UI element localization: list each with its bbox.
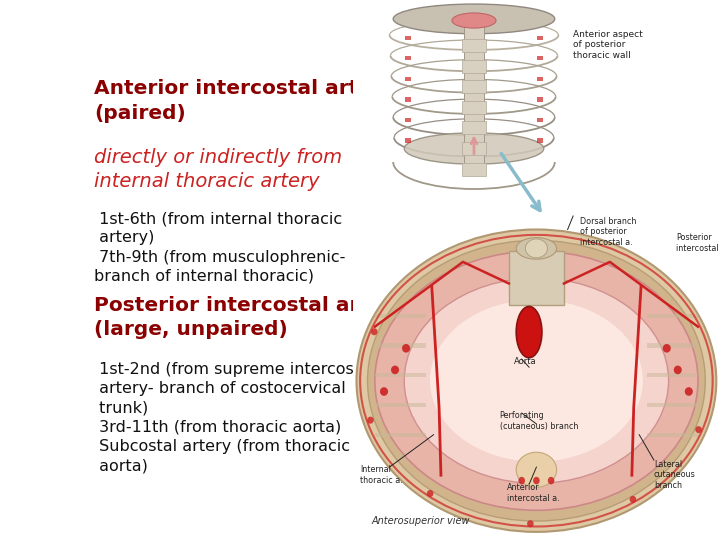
Ellipse shape	[404, 133, 544, 164]
Bar	[647, 403, 698, 407]
Text: Anterosuperior view: Anterosuperior view	[372, 516, 469, 526]
Text: Anterior
intercostal a.: Anterior intercostal a.	[507, 483, 559, 503]
Ellipse shape	[404, 278, 669, 483]
Bar	[405, 36, 411, 40]
Ellipse shape	[518, 477, 525, 484]
Text: Aorta: Aorta	[514, 357, 537, 367]
Ellipse shape	[430, 300, 643, 462]
Text: Dorsal branch
of posterior
intercostal a.: Dorsal branch of posterior intercostal a…	[580, 217, 636, 247]
Bar	[405, 97, 411, 102]
Ellipse shape	[367, 417, 374, 424]
Ellipse shape	[427, 490, 433, 497]
Text: 1st-2nd (from supreme intercostal
 artery- branch of costocervical
 trunk)
 3rd-: 1st-2nd (from supreme intercostal artery…	[94, 362, 375, 473]
Bar	[462, 80, 486, 93]
Bar	[375, 433, 426, 437]
Bar	[405, 56, 411, 60]
Text: Internal
thoracic a.: Internal thoracic a.	[360, 465, 403, 485]
Bar	[647, 433, 698, 437]
Bar	[405, 118, 411, 122]
Bar	[462, 101, 486, 114]
Bar	[537, 36, 543, 40]
Text: Posterior intercostal arteries
(large, unpaired): Posterior intercostal arteries (large, u…	[94, 295, 426, 339]
Bar	[462, 163, 486, 176]
Ellipse shape	[393, 4, 554, 33]
Text: Posterior
intercostal a.: Posterior intercostal a.	[676, 233, 720, 253]
Ellipse shape	[696, 426, 702, 433]
Bar	[537, 56, 543, 60]
Bar	[405, 77, 411, 81]
Text: Perforating
(cutaneous) branch: Perforating (cutaneous) branch	[500, 411, 578, 431]
Bar	[405, 138, 411, 143]
Bar	[462, 60, 486, 73]
Bar	[537, 118, 543, 122]
Ellipse shape	[533, 477, 540, 484]
Text: 1st-6th (from internal thoracic
 artery)
 7th-9th (from musculophrenic-
branch o: 1st-6th (from internal thoracic artery) …	[94, 211, 346, 284]
Bar	[375, 373, 426, 377]
Bar	[537, 77, 543, 81]
Bar	[647, 373, 698, 377]
Text: Anterior aspect
of posterior
thoracic wall: Anterior aspect of posterior thoracic wa…	[573, 30, 643, 59]
Bar	[462, 142, 486, 155]
Bar	[647, 343, 698, 348]
Bar	[375, 403, 426, 407]
Bar	[462, 39, 486, 52]
Ellipse shape	[674, 366, 682, 374]
Ellipse shape	[685, 387, 693, 396]
Bar	[537, 138, 543, 143]
Ellipse shape	[371, 328, 377, 335]
Bar	[462, 122, 486, 134]
Ellipse shape	[367, 240, 706, 521]
Ellipse shape	[380, 387, 388, 396]
Bar	[375, 343, 426, 348]
Bar	[509, 251, 564, 305]
Ellipse shape	[527, 520, 534, 527]
Bar	[375, 314, 426, 318]
Ellipse shape	[516, 453, 557, 488]
Ellipse shape	[391, 366, 399, 374]
Text: directly or indirectly from
internal thoracic artery: directly or indirectly from internal tho…	[94, 148, 343, 191]
Bar	[647, 314, 698, 318]
Ellipse shape	[375, 251, 698, 510]
Bar	[464, 24, 485, 173]
Ellipse shape	[402, 344, 410, 353]
Ellipse shape	[516, 306, 542, 357]
Text: Lateral
cutaneous
branch: Lateral cutaneous branch	[654, 460, 696, 490]
Bar	[537, 97, 543, 102]
Ellipse shape	[526, 239, 547, 258]
Ellipse shape	[356, 230, 716, 532]
Ellipse shape	[548, 477, 554, 484]
Text: Anterior intercostal arteries
(paired): Anterior intercostal arteries (paired)	[94, 79, 415, 123]
Ellipse shape	[629, 496, 636, 503]
Ellipse shape	[516, 238, 557, 259]
Ellipse shape	[662, 344, 671, 353]
Ellipse shape	[452, 13, 496, 28]
